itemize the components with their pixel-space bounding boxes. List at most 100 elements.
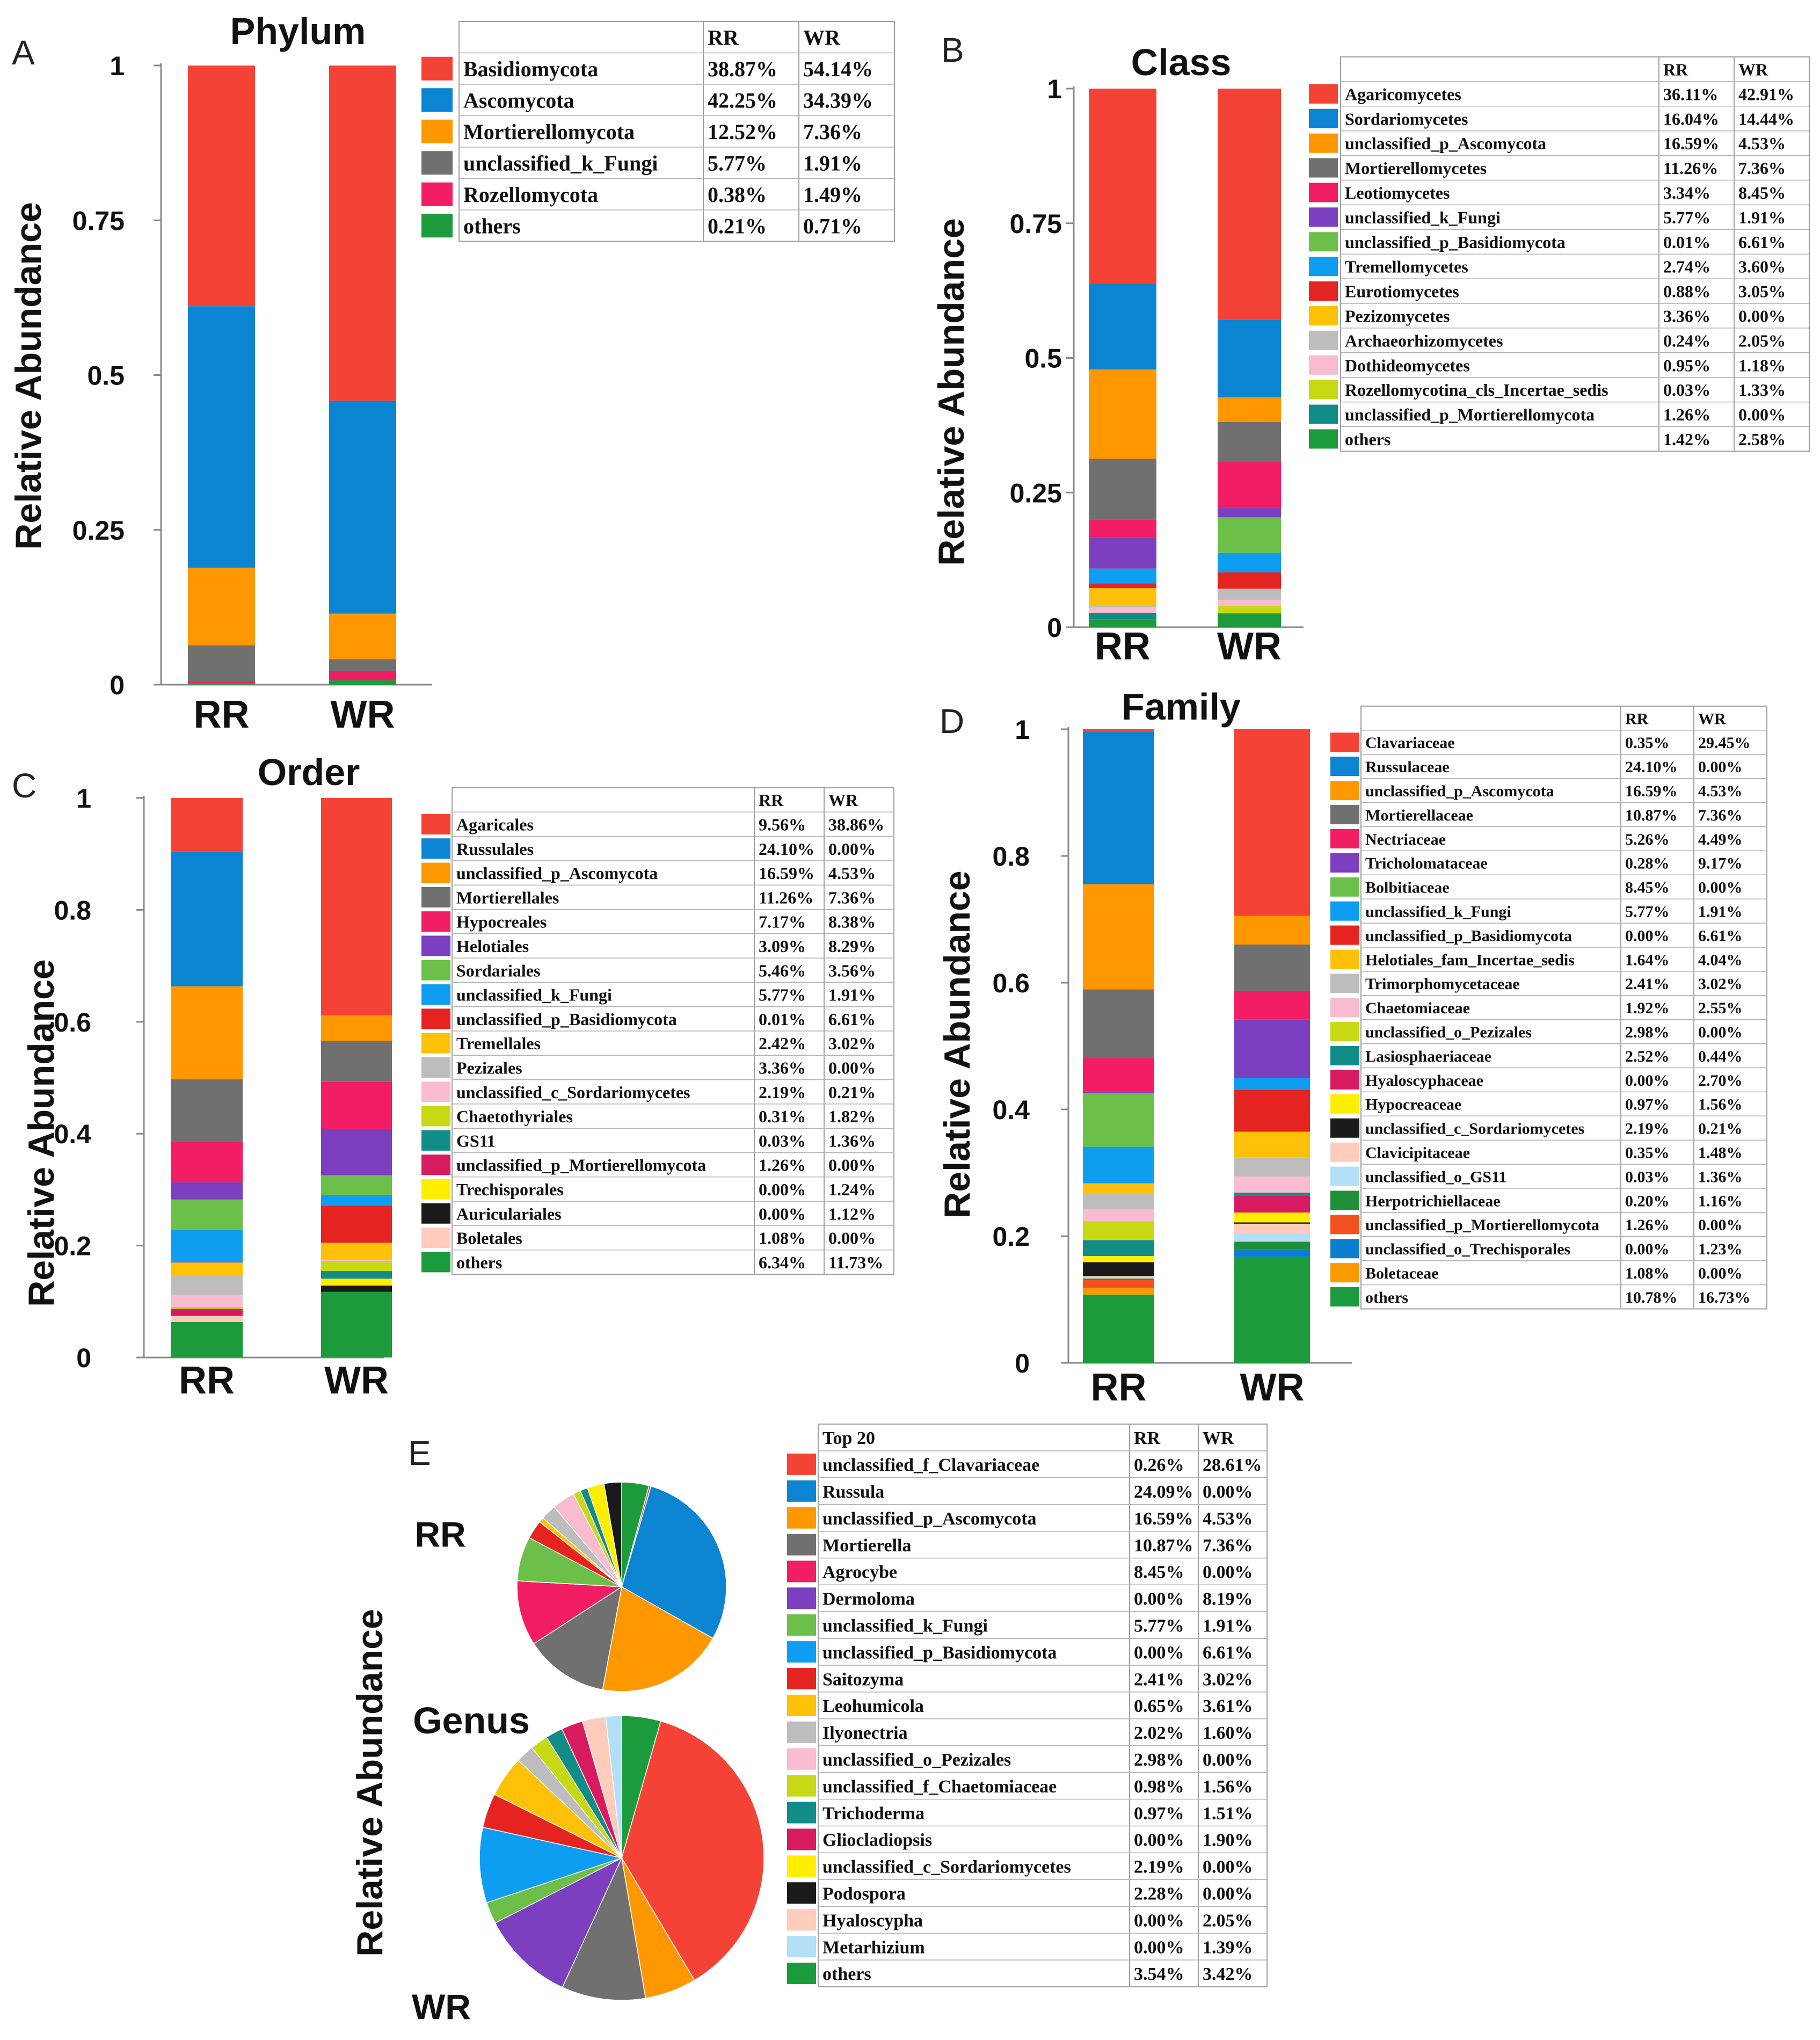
legend-wr-value: 6.61% bbox=[1698, 927, 1743, 945]
bar-segment-rr-bolbitiaceae bbox=[1083, 1093, 1154, 1147]
legend-rr-value: 10.87% bbox=[1625, 807, 1678, 824]
legend-wr-value: 6.61% bbox=[1738, 233, 1786, 252]
legend-wr-value: 7.36% bbox=[1203, 1536, 1253, 1556]
legend-rr-value: 0.97% bbox=[1134, 1804, 1184, 1824]
legend-swatch-leotiomycetes bbox=[1309, 183, 1338, 202]
legend-name-mortierellomycetes: Mortierellomycetes bbox=[1345, 158, 1487, 178]
legend-swatch-archaeorhizomycetes bbox=[1309, 330, 1338, 350]
y-tick-label: 0.2 bbox=[54, 1231, 91, 1261]
legend-name-pezizomycetes: Pezizomycetes bbox=[1345, 306, 1450, 325]
bar-segment-wr-ascomycota bbox=[329, 401, 396, 614]
y-tick-label: 1 bbox=[1015, 715, 1030, 745]
legend-name-hyaloscypha: Hyaloscypha bbox=[822, 1911, 923, 1930]
legend-swatch-gliocladiopsis bbox=[787, 1828, 816, 1850]
legend-swatch-agrocybe bbox=[787, 1560, 816, 1582]
legend-wr-value: 4.49% bbox=[1698, 831, 1743, 848]
bar-segment-rr-unclassified-p-ascomycota bbox=[1089, 369, 1156, 459]
legend-name-gliocladiopsis: Gliocladiopsis bbox=[822, 1831, 932, 1850]
legend-name-clavicipitaceae: Clavicipitaceae bbox=[1365, 1144, 1470, 1161]
legend-rr-value: 1.08% bbox=[759, 1229, 806, 1248]
legend-rr-value: 2.19% bbox=[1625, 1120, 1670, 1138]
bar-segment-rr-nectriaceae bbox=[1083, 1058, 1154, 1092]
legend-swatch-pezizomycetes bbox=[1309, 306, 1338, 325]
legend-name-unclassified-p-basidiomycota: unclassified_p_Basidiomycota bbox=[456, 1010, 677, 1029]
bar-segment-wr-others bbox=[1218, 613, 1281, 627]
legend-rr-value: 0.38% bbox=[708, 183, 767, 207]
legend-wr-value: 1.16% bbox=[1698, 1192, 1743, 1210]
legend-rr-value: 2.41% bbox=[1625, 975, 1670, 993]
legend-name-archaeorhizomycetes: Archaeorhizomycetes bbox=[1345, 331, 1503, 350]
legend-rr-value: 0.95% bbox=[1663, 355, 1710, 375]
legend-name-mortierellomycota: Mortierellomycota bbox=[463, 120, 635, 144]
legend-rr-value: 0.00% bbox=[1134, 1589, 1184, 1609]
legend-swatch-helotiales-fam-incertae-sedis bbox=[1330, 949, 1359, 969]
bar-segment-wr-helotiales bbox=[321, 1129, 392, 1175]
legend-name-leohumicola: Leohumicola bbox=[822, 1696, 924, 1716]
legend-name-unclassified-c-sordariomycetes: unclassified_c_Sordariomycetes bbox=[456, 1083, 690, 1102]
legend-wr-value: 0.21% bbox=[828, 1083, 876, 1102]
legend-swatch-tremellales bbox=[421, 1033, 450, 1054]
pie-slice-wr-unclassified-f-clavariaceae bbox=[621, 1720, 765, 1981]
bar-segment-wr-rozellomycota bbox=[329, 671, 396, 680]
legend-name-auriculariales: Auriculariales bbox=[456, 1204, 562, 1223]
legend-swatch-clavicipitaceae bbox=[1330, 1142, 1359, 1162]
legend-name-unclassified-p-ascomycota: unclassified_p_Ascomycota bbox=[1345, 134, 1546, 153]
legend-wr-value: 3.02% bbox=[828, 1034, 876, 1053]
legend-swatch-unclassified-p-ascomycota bbox=[787, 1507, 816, 1529]
legend-rr-value: 24.09% bbox=[1134, 1482, 1193, 1502]
legend-wr-value: 3.56% bbox=[828, 961, 876, 980]
y-axis-title: Relative Abundance bbox=[8, 202, 49, 549]
y-tick-label: 0.75 bbox=[72, 206, 125, 236]
legend-wr-value: 8.19% bbox=[1203, 1589, 1253, 1609]
legend-name-unclassified-c-sordariomycetes: unclassified_c_Sordariomycetes bbox=[1365, 1120, 1584, 1138]
legend-header-rr: RR bbox=[1663, 60, 1688, 79]
legend-name-bolbitiaceae: Bolbitiaceae bbox=[1365, 879, 1450, 897]
legend-rr-value: 16.59% bbox=[1134, 1509, 1193, 1529]
legend-wr-value: 1.23% bbox=[1698, 1240, 1743, 1258]
legend-name-unclassified-p-basidiomycota: unclassified_p_Basidiomycota bbox=[1345, 233, 1566, 252]
bar-segment-wr-unclassified-p-ascomycota bbox=[321, 1015, 392, 1041]
y-tick-label: 0.6 bbox=[54, 1007, 91, 1037]
y-tick-label: 0 bbox=[76, 1343, 91, 1373]
legend-swatch-podospora bbox=[787, 1882, 816, 1904]
legend-table-border bbox=[818, 1424, 1268, 1987]
bar-segment-rr-others bbox=[1089, 619, 1156, 627]
legend-swatch-unclassified-p-mortierellomycota bbox=[1330, 1215, 1359, 1235]
legend-wr-value: 1.91% bbox=[1203, 1616, 1253, 1636]
y-tick-label: 0 bbox=[1015, 1348, 1030, 1378]
legend-rr-value: 16.59% bbox=[1663, 134, 1719, 153]
legend-rr-value: 0.35% bbox=[1625, 734, 1670, 752]
legend-rr-value: 0.65% bbox=[1134, 1696, 1184, 1716]
legend-wr-value: 1.91% bbox=[828, 985, 876, 1005]
legend-wr-value: 1.49% bbox=[803, 183, 862, 207]
bar-segment-rr-hypocreales bbox=[171, 1142, 243, 1182]
legend-wr-value: 1.24% bbox=[828, 1180, 876, 1199]
legend-table-border bbox=[458, 21, 895, 242]
legend-swatch-mortierella bbox=[787, 1534, 816, 1556]
legend-name-unclassified-p-ascomycota: unclassified_p_Ascomycota bbox=[822, 1509, 1037, 1529]
legend-wr-value: 0.44% bbox=[1698, 1048, 1743, 1065]
legend-swatch-unclassified-c-sordariomycetes bbox=[421, 1081, 450, 1102]
y-tick-label: 0.6 bbox=[992, 968, 1030, 998]
bar-segment-wr-agaricales bbox=[321, 798, 392, 1015]
x-category-label-rr: RR bbox=[1091, 1366, 1147, 1409]
legend-name-chaetothyriales: Chaetothyriales bbox=[456, 1107, 573, 1126]
legend-rr-value: 1.08% bbox=[1625, 1265, 1670, 1282]
bar-segment-wr-unclassified-p-basidiomycota bbox=[321, 1206, 392, 1243]
legend-name-unclassified-k-fungi: unclassified_k_Fungi bbox=[822, 1616, 988, 1636]
legend-wr-value: 3.60% bbox=[1738, 257, 1786, 277]
bar-segment-wr-rozellomycotina-cls-incertae-sedis bbox=[1218, 606, 1281, 614]
legend-rr-value: 38.87% bbox=[708, 57, 777, 81]
legend-swatch-ascomycota bbox=[421, 88, 453, 112]
legend-rr-value: 3.54% bbox=[1134, 1964, 1184, 1984]
legend-swatch-tremellomycetes bbox=[1309, 257, 1338, 277]
legend-wr-value: 0.00% bbox=[1738, 405, 1786, 424]
x-category-label-rr: RR bbox=[194, 693, 250, 736]
bar-segment-wr-unclassified-p-basidiomycota bbox=[1218, 517, 1281, 553]
legend-wr-value: 16.73% bbox=[1698, 1289, 1751, 1306]
y-tick-label: 0.4 bbox=[54, 1119, 91, 1149]
legend-name-others: others bbox=[1345, 430, 1391, 449]
legend-wr-value: 2.05% bbox=[1203, 1911, 1253, 1930]
legend-wr-value: 0.00% bbox=[1203, 1884, 1253, 1904]
bar-segment-rr-unclassified-c-sordariomycetes bbox=[171, 1295, 243, 1308]
